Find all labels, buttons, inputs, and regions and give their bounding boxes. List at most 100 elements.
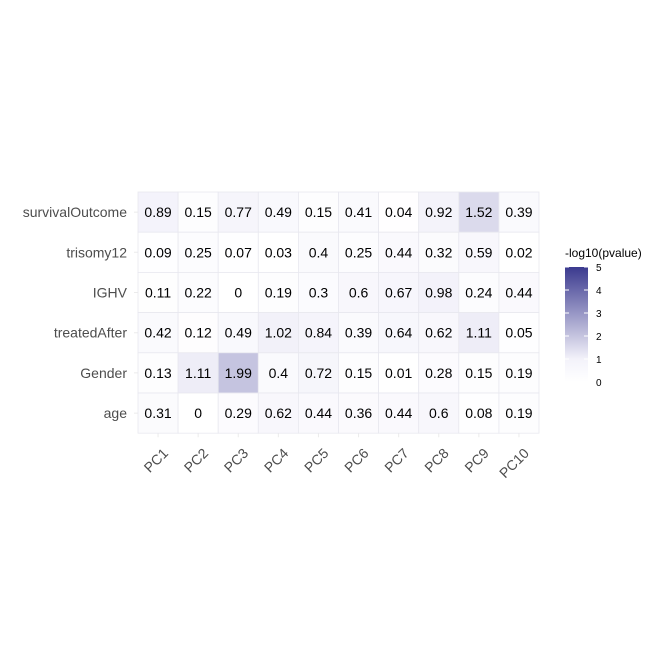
cell-value-label: 0.98	[425, 285, 452, 301]
heatmap-cell	[257, 352, 299, 394]
x-tick-label: PC2	[181, 445, 212, 476]
heatmap-cell	[458, 191, 500, 233]
heatmap-cell	[338, 392, 379, 434]
x-tick-label: PC10	[496, 445, 532, 481]
heatmap-cell	[137, 231, 179, 273]
heatmap-cell	[418, 312, 460, 354]
x-tick-label: PC1	[141, 445, 172, 476]
cell-value-label: 0.09	[144, 244, 171, 260]
heatmap-cell	[418, 271, 460, 313]
heatmap-cell	[378, 392, 420, 434]
x-tick-label: PC6	[341, 445, 372, 476]
cell-value-label: 0.92	[425, 204, 452, 220]
heatmap-cell	[297, 231, 339, 273]
cell-value-label: 0.15	[305, 204, 332, 220]
x-tick-label: PC5	[301, 445, 332, 476]
cell-value-label: 0.64	[385, 325, 412, 341]
cell-value-label: 0.12	[185, 325, 212, 341]
x-axis-labels: PC1 PC2 PC3 PC4 PC5 PC6 PC7 PC8 PC9 PC10	[141, 445, 533, 481]
heatmap-cell	[177, 271, 219, 313]
legend-tick-label: 3	[596, 309, 602, 320]
cell-value-label: 0.19	[505, 365, 532, 381]
cell-value-label: 0.41	[345, 204, 372, 220]
cell-value-label: 0.15	[465, 365, 492, 381]
heatmap-cell	[177, 392, 219, 434]
cell-value-label: 1.99	[225, 365, 252, 381]
cell-value-label: 1.11	[185, 365, 211, 381]
heatmap-cell	[137, 352, 179, 394]
cell-value-label: 0.72	[305, 365, 332, 381]
cell-value-label: 0.44	[385, 244, 412, 260]
x-tick-label: PC9	[461, 445, 492, 476]
heatmap-cell	[217, 392, 259, 434]
cell-value-label: 0.15	[345, 365, 372, 381]
heatmap-cell	[418, 392, 460, 434]
cell-value-label: 0.19	[265, 285, 292, 301]
heatmap-cell	[257, 392, 299, 434]
heatmap-cell	[177, 312, 219, 354]
heatmap-cell	[257, 231, 299, 273]
cell-value-label: 0.89	[144, 204, 171, 220]
color-legend: -log10(pvalue) 0 1 2 3 4 5	[565, 246, 642, 389]
cell-value-label: 0.42	[144, 325, 171, 341]
cell-value-label: 0.62	[265, 405, 292, 421]
legend-title: -log10(pvalue)	[565, 246, 642, 260]
cell-value-label: 0.3	[309, 285, 329, 301]
cell-value-label: 0.44	[385, 405, 412, 421]
cell-value-label: 1.02	[265, 325, 292, 341]
cell-value-label: 1.52	[465, 204, 492, 220]
heatmap-cell	[177, 231, 219, 273]
cell-value-label: 0.01	[385, 365, 412, 381]
cell-value-label: 0.04	[385, 204, 412, 220]
cell-value-label: 0.32	[425, 244, 452, 260]
heatmap-cell	[338, 191, 379, 233]
heatmap-cell	[338, 271, 379, 313]
cell-value-label: 0.6	[429, 405, 449, 421]
cell-value-label: 0.84	[305, 325, 332, 341]
y-axis-labels: survivalOutcome trisomy12 IGHV treatedAfter…	[23, 204, 128, 421]
heatmap-cell	[418, 231, 460, 273]
heatmap-cell	[378, 271, 420, 313]
heatmap-cell	[137, 392, 179, 434]
legend-tick-label: 1	[596, 355, 602, 366]
heatmap-cell	[297, 312, 339, 354]
cell-value-label: 0.24	[465, 285, 492, 301]
legend-ticks: 0 1 2 3 4 5	[565, 263, 602, 389]
cell-value-label: 0.25	[185, 244, 212, 260]
cell-value-label: 0.22	[185, 285, 212, 301]
heatmap-cell	[217, 352, 259, 394]
cell-value-label: 0.44	[505, 285, 532, 301]
heatmap-cell	[498, 231, 540, 273]
heatmap-cell	[217, 271, 259, 313]
cell-value-label: 0.67	[385, 285, 412, 301]
cell-value-label: 0.59	[465, 244, 492, 260]
cell-value-label: 0.4	[269, 365, 289, 381]
y-tick-label: age	[104, 405, 128, 421]
x-tick-label: PC3	[221, 445, 252, 476]
cell-value-label: 0.15	[185, 204, 212, 220]
heatmap-cells: 0.89 0.15 0.77 0.49 0.15 0.41 0.04 0.92 1.52 0.39…	[137, 191, 540, 434]
heatmap-cell	[458, 231, 500, 273]
y-tick-label: IGHV	[93, 285, 128, 301]
cell-value-label: 0.02	[505, 244, 532, 260]
cell-value-label: 0.13	[144, 365, 171, 381]
heatmap-cell	[498, 191, 540, 233]
legend-tick-label: 2	[596, 332, 602, 343]
cell-value-label: 0.08	[465, 405, 492, 421]
heatmap-cell	[297, 191, 339, 233]
cell-value-label: 0.6	[349, 285, 369, 301]
heatmap-cell	[338, 231, 379, 273]
cell-value-label: 0.11	[145, 285, 171, 301]
heatmap-cell	[217, 231, 259, 273]
heatmap-cell	[458, 352, 500, 394]
cell-value-label: 0.31	[144, 405, 171, 421]
cell-value-label: 0.28	[425, 365, 452, 381]
heatmap-cell	[137, 271, 179, 313]
cell-value-label: 0.25	[345, 244, 372, 260]
heatmap-cell	[297, 352, 339, 394]
cell-value-label: 1.11	[466, 325, 492, 341]
legend-tick-label: 5	[596, 263, 602, 274]
heatmap-cell	[378, 352, 420, 394]
x-tick-label: PC7	[381, 445, 412, 476]
